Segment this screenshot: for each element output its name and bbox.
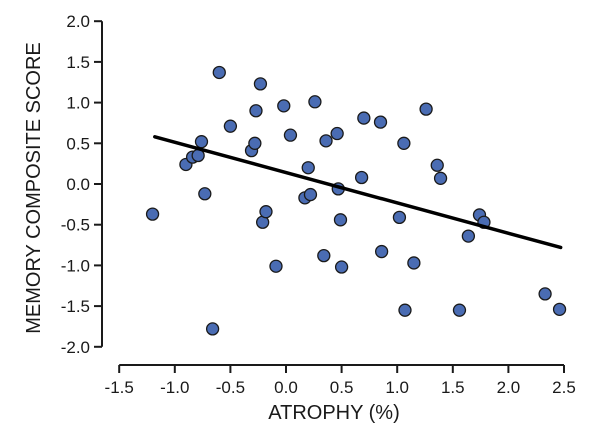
data-point: [248, 136, 262, 150]
y-tick-label: 1.0: [66, 94, 90, 113]
data-point: [223, 119, 238, 133]
data-point: [283, 128, 298, 142]
data-point: [205, 322, 220, 336]
x-tick-label: -1.5: [105, 378, 134, 397]
data-point: [301, 161, 315, 175]
data-point: [317, 248, 331, 263]
y-tick-label: 2.0: [66, 12, 90, 31]
trend-line: [153, 135, 563, 250]
data-points: [145, 65, 567, 336]
data-point: [334, 260, 349, 274]
y-tick-label: -1.5: [61, 297, 90, 316]
data-point: [552, 302, 567, 317]
data-point: [330, 126, 344, 141]
data-point: [277, 99, 291, 113]
x-tick-label: 2.0: [497, 378, 521, 397]
data-point: [303, 187, 318, 202]
data-point: [397, 136, 411, 150]
x-tick-label: 0.5: [330, 378, 354, 397]
x-axis-ticks: -1.5 -1.0 -0.5 0.0 0.5 1.0 1.5 2.0 2.5: [105, 365, 576, 397]
data-point: [407, 256, 421, 270]
data-point: [452, 303, 467, 317]
y-tick-label: 1.5: [66, 53, 90, 72]
data-point: [253, 77, 268, 91]
y-axis-ticks: 2.0 1.5 1.0 0.5 0.0 -0.5 -1.0 -1.5 -2.0: [61, 12, 102, 357]
x-tick-label: -1.0: [160, 378, 189, 397]
data-point: [392, 210, 407, 225]
axes: [101, 21, 564, 366]
y-axis-title: MEMORY COMPOSITE SCORE: [23, 42, 45, 334]
data-point: [433, 171, 448, 185]
data-point: [430, 158, 444, 172]
x-tick-label: 2.5: [552, 378, 576, 397]
data-point: [333, 213, 348, 227]
data-point: [373, 115, 388, 129]
data-point: [357, 111, 371, 125]
data-point: [319, 134, 333, 148]
y-tick-label: -0.5: [61, 216, 90, 235]
data-point: [259, 205, 273, 219]
data-point: [308, 95, 322, 109]
x-axis-title: ATROPHY (%): [268, 402, 400, 424]
data-point: [145, 207, 160, 221]
x-tick-label: -0.5: [216, 378, 245, 397]
data-point: [269, 259, 283, 273]
data-point: [194, 135, 209, 149]
data-point: [354, 170, 369, 185]
x-tick-label: 1.0: [385, 378, 409, 397]
data-point: [249, 104, 263, 118]
x-tick-label: 0.0: [274, 378, 298, 397]
y-tick-label: -2.0: [61, 338, 90, 357]
data-point: [212, 65, 226, 80]
y-tick-label: 0.0: [66, 175, 90, 194]
x-tick-label: 1.5: [441, 378, 465, 397]
y-tick-label: -1.0: [61, 256, 90, 275]
data-point: [374, 244, 389, 259]
data-point: [419, 102, 433, 116]
y-tick-label: 0.5: [66, 134, 90, 153]
data-point: [198, 187, 212, 201]
data-point: [461, 229, 476, 243]
data-point: [538, 287, 552, 301]
data-point: [398, 303, 412, 317]
